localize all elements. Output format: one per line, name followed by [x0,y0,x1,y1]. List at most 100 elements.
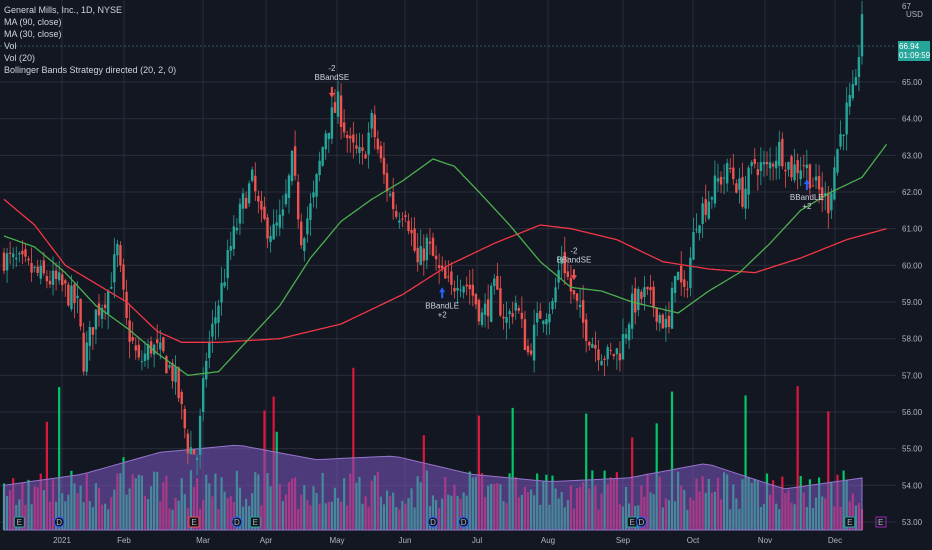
candle-body [27,258,30,261]
candle-body [171,363,174,382]
candle-body [670,287,674,329]
candle-body [569,277,573,292]
signal-qty-label: -2 [570,246,578,255]
candle-body [287,175,291,198]
volume-bar [744,395,747,530]
candle-body [796,160,799,174]
candle-body [667,315,671,327]
candle-body [808,164,812,189]
candle-body [321,147,324,166]
candle-body [520,312,524,319]
volume-bar [45,421,48,530]
candle-body [165,356,168,374]
candle-body [624,334,628,339]
candle-body [732,167,735,180]
candle-body [747,167,750,195]
candle-body [251,169,254,181]
candle-body [42,260,46,274]
vol20-legend[interactable]: Vol (20) [4,53,36,63]
candle-body [735,183,738,193]
candle-body [391,192,395,210]
candle-body [542,320,545,325]
buy-arrow-icon [803,179,810,191]
candle-body [817,176,821,190]
ma30-legend[interactable]: MA (30, close) [4,29,62,39]
earnings-icon-right[interactable] [875,516,887,528]
candle-body [529,350,533,355]
candle-body [88,327,91,346]
price-tick-label: 56.00 [902,408,923,417]
candle-body [134,345,137,351]
candle-body [615,348,619,355]
candle-body [192,449,196,455]
ma90-legend[interactable]: MA (90, close) [4,17,62,27]
candle-body [303,238,306,252]
candle-body [664,318,668,328]
candle-body [413,228,416,251]
candle-body [293,146,297,176]
candle-body [790,156,793,178]
volume-bar [796,386,799,530]
candle-body [477,300,481,322]
candle-body [186,433,190,454]
time-tick-label: Sep [616,536,631,545]
price-tick-label: 62.00 [902,188,923,197]
event-label: E [847,518,852,527]
candle-body [306,218,309,235]
price-tick-label: 55.00 [902,445,923,454]
candle-body [508,311,511,315]
candle-body [450,271,453,285]
time-tick-label: Nov [758,536,772,545]
candle-body [594,344,597,349]
candlesticks [2,0,864,476]
candle-body [692,232,695,260]
candle-body [545,319,548,325]
candle-body [566,271,570,278]
candle-body [649,287,652,291]
strategy-legend[interactable]: Bollinger Bands Strategy directed (20, 2… [4,65,177,75]
candle-body [820,187,824,201]
candle-body [646,286,649,290]
event-label: E [253,518,258,527]
candle-body [220,282,223,303]
candle-body [725,163,729,184]
candle-body [131,337,134,341]
volume-bar [477,415,481,530]
candle-body [244,198,248,209]
candle-body [327,132,331,140]
candle-body [845,102,848,135]
candle-body [156,339,159,344]
vol-legend[interactable]: Vol [4,41,17,51]
candle-body [827,192,830,214]
time-tick-label: Dec [828,536,842,545]
candle-body [333,102,337,113]
candle-body [355,145,358,149]
candle-body [272,224,275,240]
candle-body [462,286,465,293]
candle-body [532,324,536,361]
symbol-title[interactable]: General Mills, Inc., 1D, NYSE [4,5,123,15]
candle-body [238,203,242,224]
volume-bar [511,407,514,530]
candle-body [30,262,33,273]
sell-arrow-icon [328,86,335,98]
time-axis: 2021 Feb Mar Apr May Jun Jul Aug Sep Oct Nov Dec [53,536,842,545]
candle-body [395,211,398,217]
candle-body [183,408,186,429]
candle-body [425,237,429,261]
candle-body [100,307,104,320]
earnings-icon [188,516,200,528]
candle-body [410,230,413,234]
dividend-icon [458,516,470,528]
volume-bar [352,367,355,530]
candle-body [710,197,714,200]
candle-body [471,284,475,296]
candle-body [281,209,285,216]
candle-body [729,167,732,170]
candle-body [676,271,680,280]
candle-body [358,146,361,153]
candle-body [588,342,591,346]
volume-bar [585,413,588,530]
